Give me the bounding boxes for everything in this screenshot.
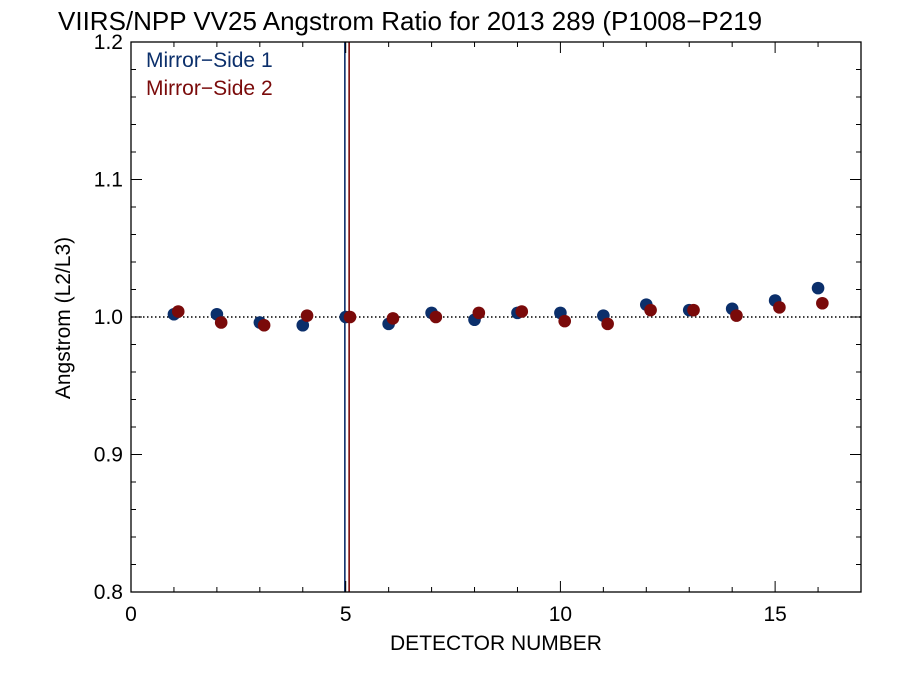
data-point-series-1	[296, 318, 310, 332]
legend-entry: Mirror−Side 1	[146, 49, 273, 72]
data-point-series-2	[730, 309, 743, 322]
data-point-series-2	[386, 312, 400, 325]
data-point-series-2	[472, 306, 486, 320]
data-point-series-2	[687, 303, 700, 317]
x-tick-label: 10	[549, 603, 572, 626]
x-axis-label: DETECTOR NUMBER	[390, 632, 602, 655]
data-point-series-2	[429, 310, 443, 324]
legend: Mirror−Side 1 Mirror−Side 2	[146, 49, 273, 100]
data-point-series-2	[773, 301, 786, 314]
y-tick-label: 1.0	[94, 306, 123, 329]
data-point-series-2	[816, 296, 829, 310]
plot-area: 0 5 10 15 0.8 0.9 1.0 1.1 1.2	[94, 31, 862, 626]
data-point-series-2	[214, 316, 228, 329]
data-point-series-2	[558, 314, 572, 328]
data-point-series-2	[601, 317, 614, 331]
y-tick-label: 1.1	[94, 169, 123, 192]
data-point-series-1	[811, 281, 825, 295]
chart-title: VIIRS/NPP VV25 Angstrom Ratio for 2013 2…	[58, 6, 762, 36]
x-tick-label: 0	[125, 603, 137, 626]
plot-frame	[130, 41, 862, 593]
data-point-series-2	[171, 305, 185, 318]
y-tick-label: 0.9	[94, 444, 123, 467]
y-tick-label: 1.2	[94, 31, 123, 54]
data-point-series-2	[343, 310, 357, 324]
x-tick-label: 5	[340, 603, 352, 626]
data-point-series-2	[300, 309, 314, 322]
data-point-series-2	[257, 318, 271, 332]
data-point-series-2	[515, 305, 529, 318]
y-axis-label: Angstrom (L2/L3)	[52, 237, 75, 399]
y-tick-label: 0.8	[94, 581, 123, 604]
legend-entry: Mirror−Side 2	[146, 77, 273, 100]
x-tick-label: 15	[763, 603, 786, 626]
data-point-series-2	[644, 303, 657, 317]
